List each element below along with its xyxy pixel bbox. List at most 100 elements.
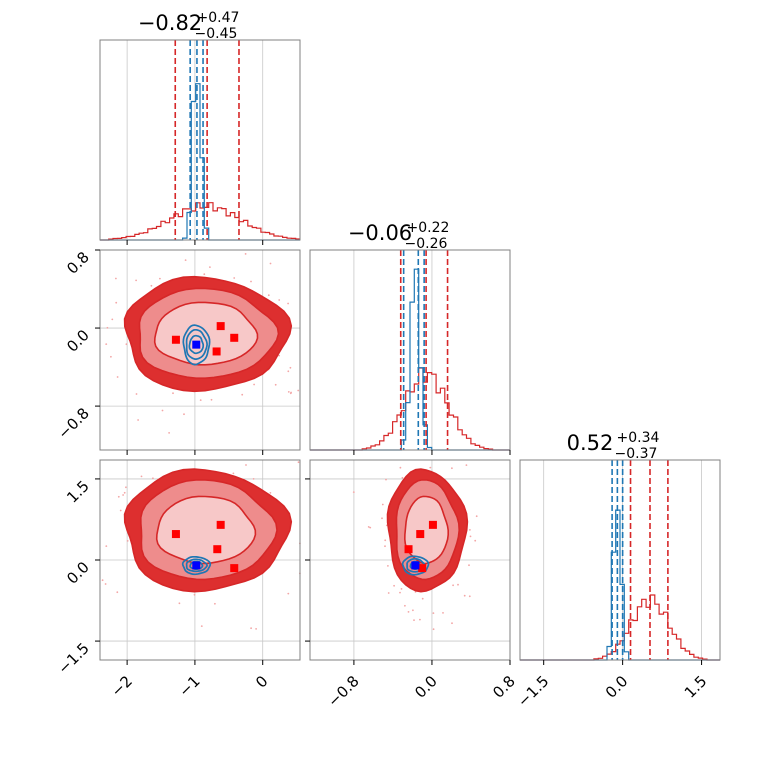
sample-point [104,583,107,585]
panel-param2-marginal: −1.5 0.0 1.50.52 +0.34−0.37 [514,430,721,711]
sample-point [117,495,120,498]
sample-point [110,355,112,358]
red-square-marker [230,333,239,342]
sample-point [137,419,140,421]
sample-point [193,593,196,596]
sample-point [413,619,415,621]
sample-point [122,494,124,496]
panels-layer: −0.82+0.47−0.45−0.06+0.22−0.26−1.5 0.0 1.5… [54,10,721,711]
sample-point [209,266,211,268]
sample-point [214,602,216,605]
sample-point [400,588,403,590]
blue-contour-level-3 [181,555,212,576]
sample-point [412,609,414,612]
sample-point [269,262,272,265]
sample-point [399,591,401,594]
marginal-title-minus: −0.26 [405,236,448,252]
sample-point [255,628,257,630]
sample-point [452,584,454,587]
sample-point [381,517,383,520]
sample-point [106,326,109,329]
sample-point [105,343,108,345]
histogram-red [100,202,300,241]
sample-point [161,409,164,412]
sample-point [123,491,126,494]
blue-contour-level-2 [185,558,208,573]
sample-point [184,259,187,261]
sample-point [385,478,387,481]
sample-point [274,383,277,386]
sample-point [297,389,300,392]
sample-point [451,622,453,625]
sample-point [369,526,372,529]
panel-param0-marginal: −0.82+0.47−0.45 [99,10,301,245]
blue-square-marker [192,340,201,349]
sample-point [465,464,468,466]
sample-point [199,399,202,401]
sample-point [115,301,118,304]
sample-point [244,253,247,255]
sample-point [116,376,119,378]
sample-point [152,477,154,480]
blue-contour-level-3 [182,324,211,366]
sample-point [404,604,406,607]
sample-point [289,366,292,369]
sample-point [115,277,117,280]
sample-point [387,565,389,567]
sample-point [367,526,370,528]
red-contour-level-1 [155,495,257,565]
sample-point [419,618,421,621]
blue-square-marker [411,561,420,570]
panel-frame [99,249,301,451]
sample-point [475,515,478,518]
sample-point [278,354,280,357]
sample-point [178,602,181,605]
sample-point [381,503,384,506]
sample-point [119,509,122,512]
sample-point [468,595,471,598]
sample-point [401,476,404,479]
red-square-marker [230,564,239,573]
sample-point [250,627,253,630]
sample-point [135,393,138,395]
marginal-title-plus: +0.47 [197,10,240,26]
red-square-marker [216,322,225,331]
marginal-title-plus: +0.34 [617,430,660,446]
sample-point [384,539,387,542]
red-square-marker [171,335,180,344]
red-square-marker [216,520,225,529]
sample-point [168,432,171,434]
sample-point [245,464,247,466]
sample-point [126,540,129,542]
marginal-title-value: 0.52 [567,431,614,455]
sample-point [232,472,235,475]
sample-point [432,612,435,614]
sample-point [287,592,290,595]
red-square-marker [418,564,427,573]
sample-point [384,545,386,548]
sample-point [468,564,470,567]
sample-point [105,545,108,547]
blue-contour-level-3 [401,555,430,576]
red-square-marker [416,530,425,539]
sample-point [210,398,213,401]
panel-frame [309,249,511,451]
sample-point [267,294,270,297]
marginal-title-plus: +0.22 [407,220,450,236]
marginal-title-minus: −0.45 [195,26,238,42]
blue-contour-level-1 [188,334,205,355]
marginal-title-minus: −0.37 [615,446,658,462]
sample-point [442,612,444,614]
sample-point [287,391,290,393]
sample-point [287,370,290,373]
sample-point [159,277,161,280]
sample-point [451,467,453,470]
sample-point [241,393,244,396]
sample-point [297,461,300,464]
sample-point [278,299,281,301]
panel-param1-marginal: −0.06+0.22−0.26 [309,220,511,455]
sample-point [250,280,252,283]
sample-point [457,583,459,586]
